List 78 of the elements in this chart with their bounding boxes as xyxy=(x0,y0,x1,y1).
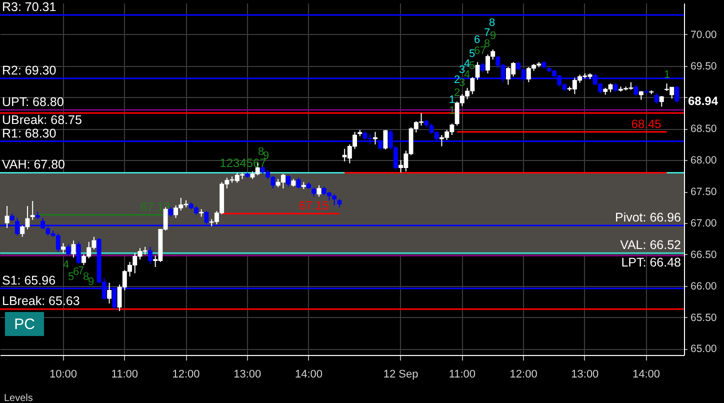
annotation: PC xyxy=(14,316,36,333)
annotation: 9 xyxy=(490,30,496,42)
x-tick-label: 12:00 xyxy=(510,368,538,380)
y-tick-label: 67.00 xyxy=(690,218,717,230)
y-tick-label: 70.00 xyxy=(690,28,717,41)
text: 68.94 xyxy=(688,94,718,108)
x-tick-label: 14:00 xyxy=(294,368,323,380)
candlestick xyxy=(634,84,638,97)
candlestick xyxy=(71,240,76,258)
data-label: 68.45 xyxy=(631,116,662,131)
annotation: 3 xyxy=(458,64,466,76)
annotation: 4 xyxy=(464,58,470,70)
ref-line-label: LPT: 66.48 xyxy=(621,256,682,270)
ref-line-label: UPT: 68.80 xyxy=(2,94,64,109)
annotation: 7 xyxy=(480,45,486,57)
candlestick xyxy=(66,244,71,256)
candlestick xyxy=(654,93,659,104)
candlestick xyxy=(286,174,291,188)
ref-line-label: UBreak: 68.75 xyxy=(2,113,82,127)
candlestick xyxy=(76,241,81,264)
annotation: 8 xyxy=(82,271,90,283)
candlestick xyxy=(61,242,66,254)
candlestick xyxy=(659,96,664,108)
candlestick xyxy=(480,62,485,73)
ref-line-label: VAL: 66.52 xyxy=(620,238,682,252)
ref-line-label: R3: 70.31 xyxy=(2,0,56,14)
ref-line-label: R2: 69.30 xyxy=(2,63,56,78)
y-tick-label: 65.50 xyxy=(690,312,717,324)
x-tick-label: 13:00 xyxy=(234,368,262,380)
candlestick xyxy=(107,282,112,304)
annotation: 5 xyxy=(68,271,74,283)
annotation: 8 xyxy=(258,146,264,158)
y-tick-label: 68.00 xyxy=(690,154,717,167)
y-tick-label: 66.50 xyxy=(690,248,717,261)
annotation: 5 xyxy=(468,60,476,72)
annotation: 5 xyxy=(468,48,476,60)
annotation: 6 xyxy=(474,45,480,57)
y-tick-label: 67.50 xyxy=(690,186,717,198)
ref-line-label: VAH: 67.80 xyxy=(2,158,66,172)
annotation: 1 xyxy=(448,105,456,117)
annotation: 9 xyxy=(88,276,94,288)
annotation: 6 xyxy=(72,266,80,278)
candlestick xyxy=(475,62,480,80)
candlestick xyxy=(373,131,378,145)
annotation: 6 xyxy=(474,34,480,46)
annotation: 7 xyxy=(78,265,84,277)
ref-line-label: R1: 68.30 xyxy=(2,126,56,140)
annotation: 7 xyxy=(484,27,490,39)
y-tick-label: 65.00 xyxy=(690,343,717,356)
candlestick xyxy=(296,177,301,189)
candlestick xyxy=(312,186,316,198)
annotation: 4 xyxy=(62,259,70,271)
ref-line-label: S1: 65.96 xyxy=(2,273,56,288)
ref-line-label: Pivot: 66.96 xyxy=(614,210,682,225)
y-tick-label: 66.00 xyxy=(690,280,717,292)
annotation: 3 xyxy=(458,77,466,89)
x-tick-label: 12 Sep xyxy=(383,368,418,380)
data-label: 67.15 xyxy=(298,198,330,213)
x-tick-label: 13:00 xyxy=(571,368,599,380)
x-tick-label: 10:00 xyxy=(50,368,78,380)
annotation: 2 xyxy=(454,87,460,99)
x-tick-label: 14:00 xyxy=(632,368,660,380)
candlestick xyxy=(168,206,173,218)
y-tick-label: 68.50 xyxy=(690,123,717,136)
candlestick xyxy=(4,206,10,229)
candlestick xyxy=(383,129,388,150)
annotation: 1 xyxy=(448,94,456,106)
x-tick-label: 11:00 xyxy=(448,368,476,380)
x-tick-label: 11:00 xyxy=(111,368,138,380)
text: Levels xyxy=(4,393,33,403)
candlestick xyxy=(148,246,152,264)
candlestick xyxy=(316,184,322,198)
y-tick-label: 69.50 xyxy=(690,60,717,72)
candlestick xyxy=(30,200,35,220)
x-tick-label: 12:00 xyxy=(172,368,200,380)
annotation: 8 xyxy=(488,17,496,29)
ref-line-label: LBreak: 65.63 xyxy=(2,294,80,308)
candlestick xyxy=(674,85,680,103)
